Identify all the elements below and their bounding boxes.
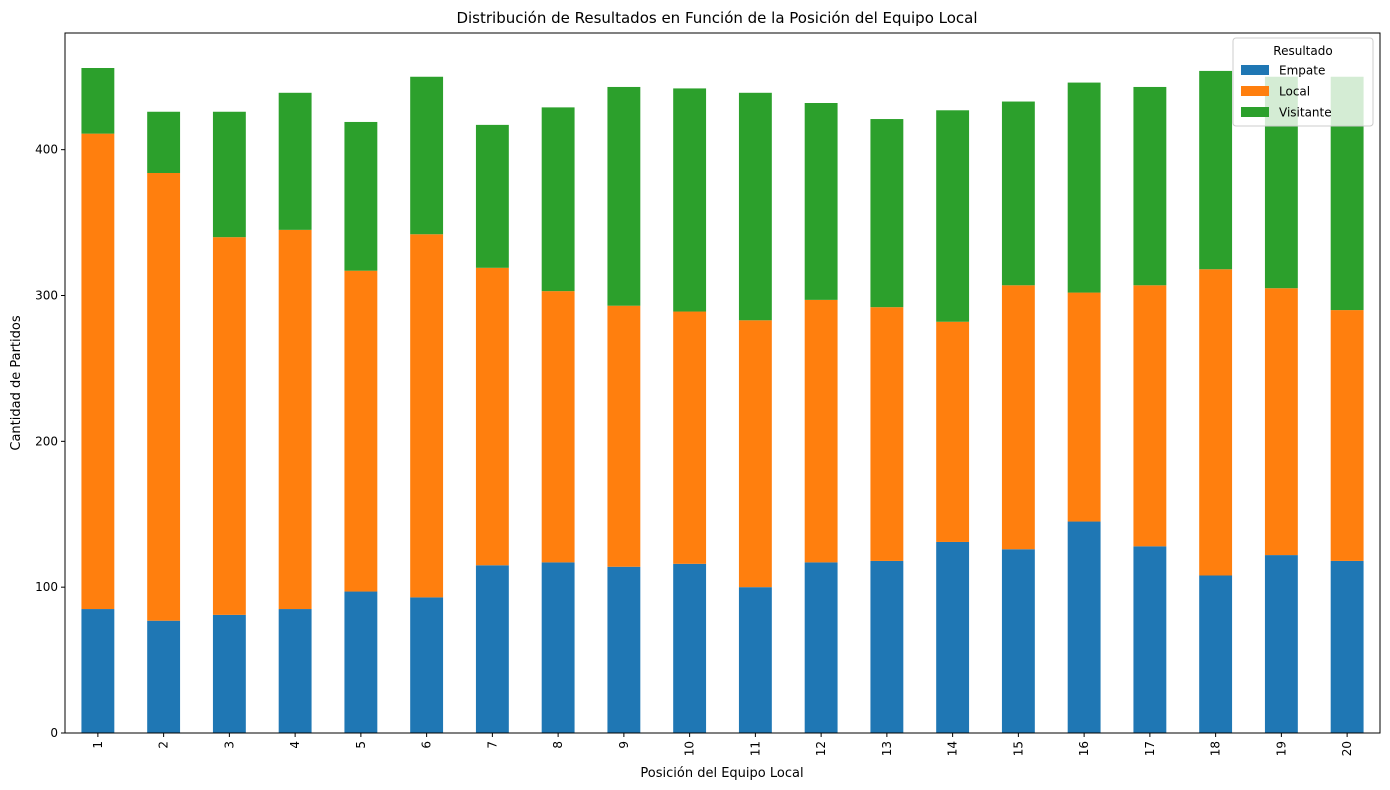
x-tick-label: 7 [485, 741, 499, 749]
bar-empate-2 [147, 620, 181, 733]
x-tick-label: 6 [420, 741, 434, 749]
bar-empate-20 [1330, 560, 1364, 733]
bar-empate-10 [673, 563, 707, 733]
bar-empate-3 [212, 614, 246, 734]
bar-empate-8 [541, 562, 575, 734]
bar-local-2 [147, 173, 181, 621]
bar-visitante-9 [607, 86, 641, 306]
y-tick-label: 100 [35, 580, 58, 594]
bar-local-16 [1067, 292, 1101, 522]
bar-empate-6 [410, 597, 444, 734]
y-axis-label: Cantidad de Partidos [9, 315, 24, 450]
bar-visitante-2 [147, 111, 181, 173]
bar-empate-12 [804, 562, 838, 734]
bar-empate-11 [738, 587, 772, 733]
bar-local-15 [1001, 285, 1035, 550]
bar-local-12 [804, 299, 838, 563]
plot-frame [64, 32, 1381, 734]
x-tick-label: 8 [551, 741, 565, 749]
bar-empate-16 [1067, 521, 1101, 733]
x-tick-label: 2 [157, 741, 171, 749]
bar-empate-7 [475, 565, 509, 733]
x-tick-label: 18 [1209, 741, 1223, 756]
bar-local-3 [212, 237, 246, 615]
bar-empate-17 [1133, 546, 1167, 733]
legend-swatch-empate [1241, 65, 1269, 75]
x-tick-label: 15 [1011, 741, 1025, 756]
bar-visitante-11 [738, 92, 772, 321]
bar-local-18 [1199, 269, 1233, 576]
bar-visitante-14 [936, 110, 970, 322]
bars-group [81, 68, 1364, 734]
legend-label-empate: Empate [1279, 64, 1325, 78]
y-tick-label: 200 [35, 434, 58, 448]
bar-visitante-4 [278, 92, 312, 230]
bar-visitante-15 [1001, 101, 1035, 286]
bar-local-9 [607, 305, 641, 567]
legend-swatch-local [1241, 86, 1269, 96]
bar-empate-9 [607, 566, 641, 733]
bar-empate-13 [870, 560, 904, 733]
bar-empate-5 [344, 591, 378, 733]
legend: Resultado Empate Local Visitante [1232, 37, 1374, 127]
bar-local-17 [1133, 285, 1167, 547]
x-tick-label: 14 [946, 741, 960, 756]
bar-local-11 [738, 320, 772, 588]
bar-local-13 [870, 307, 904, 561]
bar-visitante-5 [344, 121, 378, 271]
x-tick-label: 11 [748, 741, 762, 756]
bar-visitante-13 [870, 119, 904, 308]
y-tick-label: 400 [35, 143, 58, 157]
x-tick-label: 17 [1143, 741, 1157, 756]
legend-label-visitante: Visitante [1279, 106, 1332, 120]
bar-empate-18 [1199, 575, 1233, 733]
bar-visitante-12 [804, 103, 838, 300]
bar-visitante-7 [475, 124, 509, 268]
bar-visitante-1 [81, 68, 115, 134]
bar-local-1 [81, 133, 115, 610]
y-tick-label: 300 [35, 289, 58, 303]
bar-visitante-16 [1067, 82, 1101, 293]
x-tick-label: 3 [222, 741, 236, 749]
x-tick-label: 5 [354, 741, 368, 749]
bar-visitante-6 [410, 76, 444, 235]
legend-label-local: Local [1279, 85, 1310, 99]
bar-visitante-10 [673, 88, 707, 312]
x-tick-label: 9 [617, 741, 631, 749]
x-tick-label: 12 [814, 741, 828, 756]
bar-local-5 [344, 270, 378, 592]
x-axis-label: Posición del Equipo Local [640, 766, 803, 781]
bar-visitante-18 [1199, 70, 1233, 270]
x-tick-label: 13 [880, 741, 894, 756]
bar-empate-1 [81, 609, 115, 733]
bar-empate-14 [936, 541, 970, 733]
chart-title: Distribución de Resultados en Función de… [456, 9, 977, 27]
x-tick-label: 19 [1274, 741, 1288, 756]
legend-title: Resultado [1273, 44, 1332, 58]
bar-visitante-3 [212, 111, 246, 238]
x-tick-label: 16 [1077, 741, 1091, 756]
legend-box [1232, 37, 1374, 127]
bar-local-19 [1264, 288, 1298, 556]
bar-local-7 [475, 267, 509, 566]
x-tick-label: 4 [288, 741, 302, 749]
bar-visitante-17 [1133, 86, 1167, 286]
legend-swatch-visitante [1241, 107, 1269, 117]
bar-empate-4 [278, 609, 312, 733]
x-tick-label: 1 [91, 741, 105, 749]
bar-local-4 [278, 229, 312, 610]
bar-local-6 [410, 234, 444, 598]
bar-visitante-8 [541, 107, 575, 292]
bar-local-14 [936, 321, 970, 542]
y-tick-label: 0 [50, 726, 58, 740]
x-tick-label: 10 [683, 741, 697, 756]
bar-local-10 [673, 311, 707, 564]
bar-local-20 [1330, 310, 1364, 561]
bar-local-8 [541, 291, 575, 563]
bar-empate-19 [1264, 555, 1298, 733]
x-tick-label: 20 [1340, 741, 1354, 756]
bar-empate-15 [1001, 549, 1035, 733]
